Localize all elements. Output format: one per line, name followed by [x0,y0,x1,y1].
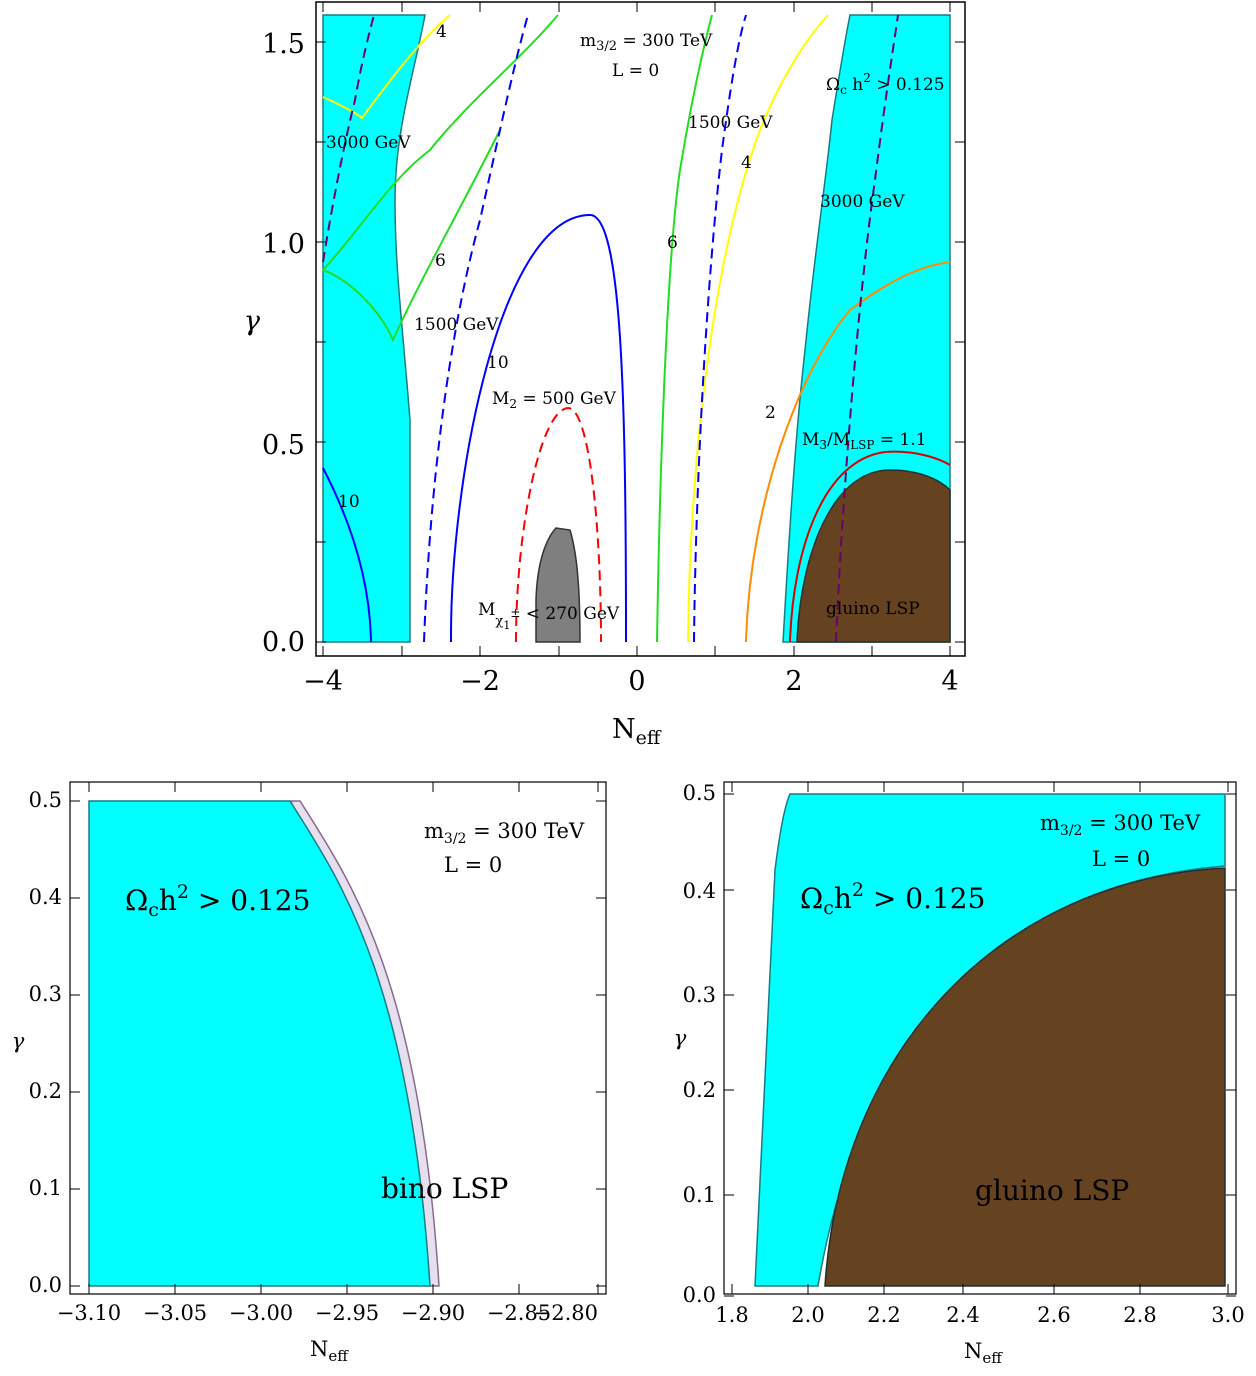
bl-ytick-label: 0.3 [29,982,62,1006]
contour-label-6-left: 6 [435,251,446,271]
top-ytick-label: 1.5 [262,29,305,60]
bl-params-mass: m3/2 = 300 TeV [424,819,585,847]
gluino-lsp-label-top: gluino LSP [826,599,920,619]
br-xtick-label: 2.8 [1123,1303,1156,1327]
top-xtick-label: −4 [303,666,343,697]
top-xtick-label: −2 [460,666,500,697]
gluino-lsp-region [796,469,951,643]
top-ytick-label: 0.5 [262,430,305,461]
br-xtick-label: 2.2 [867,1303,900,1327]
top-ytick-label: 1.0 [262,229,305,260]
bottom-right-chart: 1.8 2.0 2.2 2.4 2.6 2.8 3.0 0.0 0.1 0.2 … [674,781,1245,1367]
top-xtick-label: 4 [941,666,958,697]
br-xtick-label: 2.4 [946,1303,979,1327]
relic-region-bl [88,800,431,1287]
bino-lsp-label: bino LSP [381,1172,508,1205]
contour-3000-right [835,14,899,643]
bl-params-l: L = 0 [444,853,502,877]
br-gluino-lsp-label: gluino LSP [975,1174,1129,1207]
gev-1500-left-label: 1500 GeV [414,315,499,335]
contour-6-left-upper [322,14,559,271]
br-ytick-label: 0.0 [683,1283,716,1307]
br-params-l: L = 0 [1092,847,1150,871]
relic-region-left [322,14,426,643]
contour-4-right [687,14,829,643]
contour-6-right [656,14,713,643]
contour-label-4-left: 4 [436,22,447,42]
br-xtick-label: 1.8 [715,1303,748,1327]
contour-m2-500 [515,406,602,643]
m3-ratio-label: M3/MLSP = 1.1 [802,430,927,452]
top-xtick-label: 0 [628,666,645,697]
bl-ytick-label: 0.0 [29,1273,62,1297]
params-mass: m3/2 = 300 TeV [580,31,713,54]
contour-label-10-left: 10 [338,492,360,512]
gev-3000-left-label: 3000 GeV [326,133,411,153]
br-x-axis-title: Neff [964,1339,1003,1367]
br-ytick-label: 0.5 [683,781,716,805]
contour-10-left [322,467,372,643]
contour-3000-left [322,14,375,263]
top-y-axis-title: γ [244,306,261,337]
contour-4-left [322,14,451,120]
chargino-excluded-region [535,527,581,643]
bl-ytick-label: 0.4 [29,885,62,909]
bl-xtick-label: −3.10 [57,1301,121,1325]
contour-6-left-lower [322,129,501,343]
bl-xtick-label: −2.80 [534,1301,598,1325]
bl-ytick-label: 0.5 [29,788,62,812]
br-y-axis-title: γ [674,1026,687,1050]
bl-y-axis-title: γ [12,1029,25,1053]
top-plot-frame [315,1,966,657]
top-tick-marks [316,2,965,656]
gluino-lsp-region-br [824,867,1226,1287]
gev-3000-right-label: 3000 GeV [820,192,905,212]
br-xtick-label: 2.0 [791,1303,824,1327]
params-l: L = 0 [612,61,659,81]
br-ytick-label: 0.3 [683,983,716,1007]
bl-ytick-label: 0.2 [29,1079,62,1103]
contour-label-2-right: 2 [765,403,776,423]
bl-xtick-label: −3.00 [229,1301,293,1325]
contour-m3-ratio [789,450,951,643]
top-x-axis-title: Neff [612,714,662,749]
top-ytick-label: 0.0 [262,627,305,658]
bl-xtick-label: −2.85 [487,1301,551,1325]
contour-10-mid [449,213,627,643]
bottom-left-chart: −3.10 −3.05 −3.00 −2.95 −2.90 −2.85 −2.8… [12,781,607,1365]
br-xtick-label: 3.0 [1211,1303,1244,1327]
contour-label-10-mid: 10 [487,353,509,373]
top-xtick-label: 2 [785,666,802,697]
br-ytick-label: 0.2 [683,1078,716,1102]
bl-ytick-label: 0.1 [29,1176,62,1200]
top-chart: −4 −2 0 2 4 0.0 0.5 1.0 1.5 Neff γ m3/2 … [244,1,966,749]
br-tick-marks [724,782,1236,1297]
gev-1500-right-label: 1500 GeV [688,113,773,133]
br-plot-frame [723,781,1237,1295]
contour-label-4-right: 4 [741,153,752,173]
contour-1500-right [693,14,747,643]
contour-2 [745,261,951,643]
bl-relic-label: Ωch2 > 0.125 [125,881,310,921]
bl-xtick-label: −2.90 [401,1301,465,1325]
m2-label: M2 = 500 GeV [492,389,617,411]
bl-tick-marks [70,782,606,1294]
contour-1500-left [423,14,529,643]
bl-plot-frame [69,781,607,1295]
bl-xtick-label: −2.95 [315,1301,379,1325]
bl-x-axis-title: Neff [310,1337,349,1365]
contour-label-6-right: 6 [667,233,678,253]
bl-xtick-label: −3.05 [143,1301,207,1325]
br-ytick-label: 0.1 [683,1183,716,1207]
br-xtick-label: 2.6 [1037,1303,1070,1327]
br-ytick-label: 0.4 [683,879,716,903]
